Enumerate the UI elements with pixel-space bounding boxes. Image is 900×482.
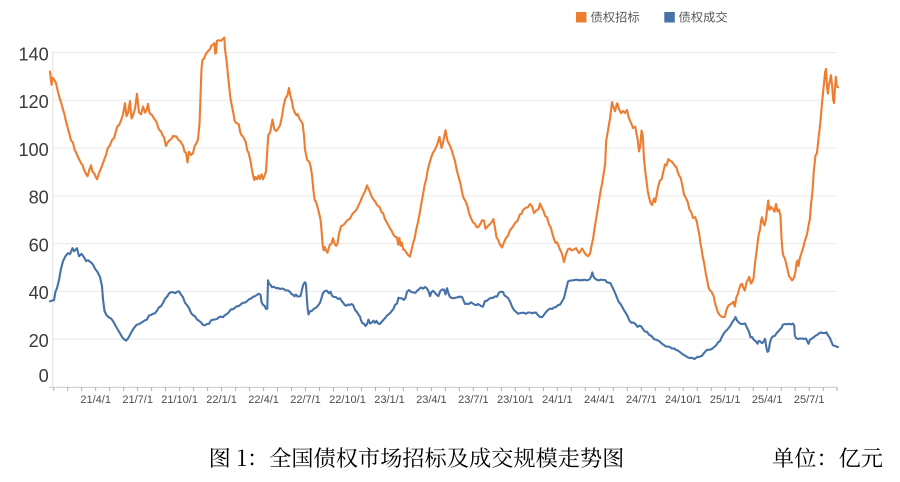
- svg-text:120: 120: [18, 92, 48, 112]
- svg-text:20: 20: [29, 331, 49, 351]
- svg-text:0: 0: [39, 366, 49, 386]
- svg-text:22/7/1: 22/7/1: [290, 394, 321, 406]
- svg-text:24/7/1: 24/7/1: [626, 394, 657, 406]
- svg-text:22/4/1: 22/4/1: [248, 394, 279, 406]
- svg-text:23/7/1: 23/7/1: [458, 394, 489, 406]
- svg-text:24/10/1: 24/10/1: [665, 394, 702, 406]
- svg-text:140: 140: [18, 44, 48, 64]
- svg-text:25/1/1: 25/1/1: [710, 394, 741, 406]
- svg-text:23/4/1: 23/4/1: [416, 394, 447, 406]
- svg-text:21/7/1: 21/7/1: [122, 394, 153, 406]
- svg-text:22/10/1: 22/10/1: [329, 394, 366, 406]
- svg-text:22/1/1: 22/1/1: [206, 394, 237, 406]
- svg-text:21/10/1: 21/10/1: [161, 394, 198, 406]
- svg-text:24/1/1: 24/1/1: [542, 394, 573, 406]
- svg-text:25/4/1: 25/4/1: [752, 394, 783, 406]
- svg-text:23/10/1: 23/10/1: [497, 394, 534, 406]
- svg-text:23/1/1: 23/1/1: [374, 394, 405, 406]
- svg-text:40: 40: [29, 283, 49, 303]
- svg-text:21/4/1: 21/4/1: [80, 394, 111, 406]
- svg-text:100: 100: [18, 140, 48, 160]
- svg-text:60: 60: [29, 235, 49, 255]
- svg-text:80: 80: [29, 188, 49, 208]
- svg-text:24/4/1: 24/4/1: [584, 394, 615, 406]
- svg-text:25/7/1: 25/7/1: [794, 394, 825, 406]
